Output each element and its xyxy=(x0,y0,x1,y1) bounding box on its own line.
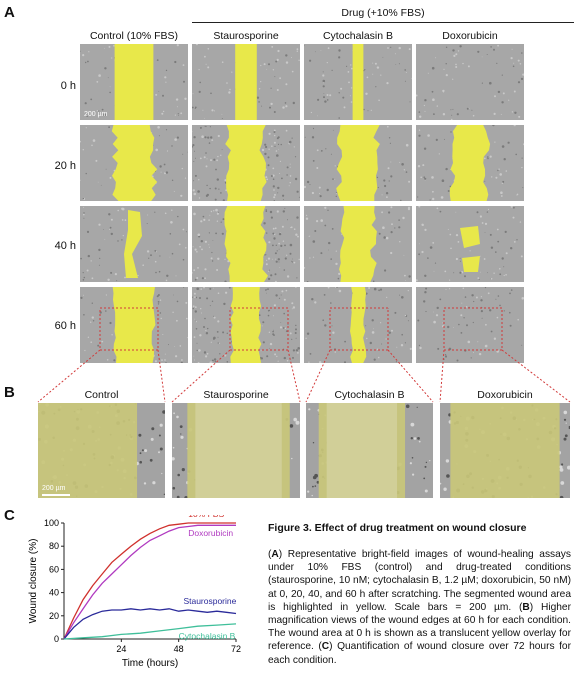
wound-closure-chart: 0 20 40 60 80 100 24 48 72 Time (hours) Wound clos… xyxy=(28,515,241,669)
figure-caption-title: Figure 3. Effect of drug treatment on wo… xyxy=(268,522,527,534)
legend-label: Cytochalasin B xyxy=(179,631,236,641)
micrograph-tile xyxy=(304,44,412,120)
scale-bar-b xyxy=(42,494,70,496)
drug-header-rule xyxy=(192,22,574,23)
row-label-60h: 60 h xyxy=(54,320,76,332)
micrograph-tile xyxy=(80,44,188,120)
row-label-0h: 0 h xyxy=(60,80,76,92)
chart-axes: 0 20 40 60 80 100 24 48 72 xyxy=(44,518,241,654)
micrograph-tile xyxy=(304,125,412,201)
zoom-micrograph-tile xyxy=(306,403,433,498)
caption-a-label: A xyxy=(271,549,279,560)
micrograph-tile xyxy=(80,125,188,201)
legend-label: 10% FBS xyxy=(188,515,224,519)
zoom-micrograph-tile xyxy=(172,403,300,498)
scale-bar-label-a: 200 µm xyxy=(84,111,108,118)
y-tick-label: 20 xyxy=(49,611,59,621)
series-line-10-fbs xyxy=(63,522,236,640)
zoom-box-staurosporine xyxy=(229,307,289,351)
connector xyxy=(439,349,445,403)
zoom-box-cytochalasin xyxy=(329,307,389,351)
figure-caption-body: (A) Representative bright-field images o… xyxy=(268,549,571,666)
connector xyxy=(287,349,301,403)
x-tick-label: 24 xyxy=(116,644,126,654)
b-label-cytochalasin: Cytochalasin B xyxy=(334,389,405,401)
micrograph-tile xyxy=(416,125,524,201)
col-header-staurosporine: Staurosporine xyxy=(213,30,279,42)
connector xyxy=(387,349,434,403)
caption-b-text: ) Higher magnification views of the woun… xyxy=(268,601,571,653)
micrograph-tile xyxy=(192,44,300,120)
series-line-cytochalasin-b xyxy=(63,623,237,640)
y-tick-label: 60 xyxy=(49,564,59,574)
panel-label-a: A xyxy=(4,4,15,21)
y-tick-label: 100 xyxy=(44,518,59,528)
col-header-cytochalasin: Cytochalasin B xyxy=(322,30,394,42)
micrograph-tile xyxy=(192,206,300,282)
zoom-box-doxorubicin xyxy=(443,307,503,351)
x-tick-label: 48 xyxy=(174,644,184,654)
caption-c-text: ) Quantification of wound closure over 7… xyxy=(268,641,571,666)
caption-a-text: ) Representative bright-field images of … xyxy=(268,549,571,613)
b-label-staurosporine: Staurosporine xyxy=(203,389,269,401)
x-axis-label: Time (hours) xyxy=(122,658,178,669)
y-axis-label: Wound closure (%) xyxy=(28,539,39,624)
legend-label: Doxorubicin xyxy=(188,528,233,538)
b-label-control: Control xyxy=(84,389,119,401)
connector xyxy=(37,349,101,403)
col-header-doxorubicin: Doxorubicin xyxy=(442,30,498,42)
micrograph-tile xyxy=(192,125,300,201)
zoom-micrograph-tile xyxy=(38,403,165,498)
series-line-staurosporine xyxy=(63,608,237,640)
x-tick-label: 72 xyxy=(231,644,241,654)
y-tick-label: 80 xyxy=(49,541,59,551)
drug-header: Drug (+10% FBS) xyxy=(341,7,425,19)
scale-bar-label-b: 200 µm xyxy=(42,485,66,492)
micrograph-tile xyxy=(416,206,524,282)
panel-label-b: B xyxy=(4,384,15,401)
micrograph-tile xyxy=(80,206,188,282)
col-header-control: Control (10% FBS) xyxy=(89,30,179,42)
legend-label: Staurosporine xyxy=(183,596,236,606)
panel-label-c: C xyxy=(4,507,15,524)
scale-bar-a xyxy=(84,120,110,122)
connector xyxy=(305,349,331,403)
b-label-doxorubicin: Doxorubicin xyxy=(477,389,533,401)
connector xyxy=(171,349,231,403)
row-label-40h: 40 h xyxy=(54,240,76,252)
caption-c-label: C xyxy=(321,641,330,653)
zoom-micrograph-tile xyxy=(440,403,570,498)
caption-b-label: B xyxy=(522,601,530,613)
micrograph-tile xyxy=(304,206,412,282)
y-tick-label: 40 xyxy=(49,588,59,598)
connector xyxy=(157,349,166,403)
series-line-doxorubicin xyxy=(63,524,236,640)
y-tick-label: 0 xyxy=(54,634,59,644)
zoom-box-control xyxy=(99,307,159,351)
row-label-20h: 20 h xyxy=(54,160,76,172)
micrograph-tile xyxy=(416,44,524,120)
